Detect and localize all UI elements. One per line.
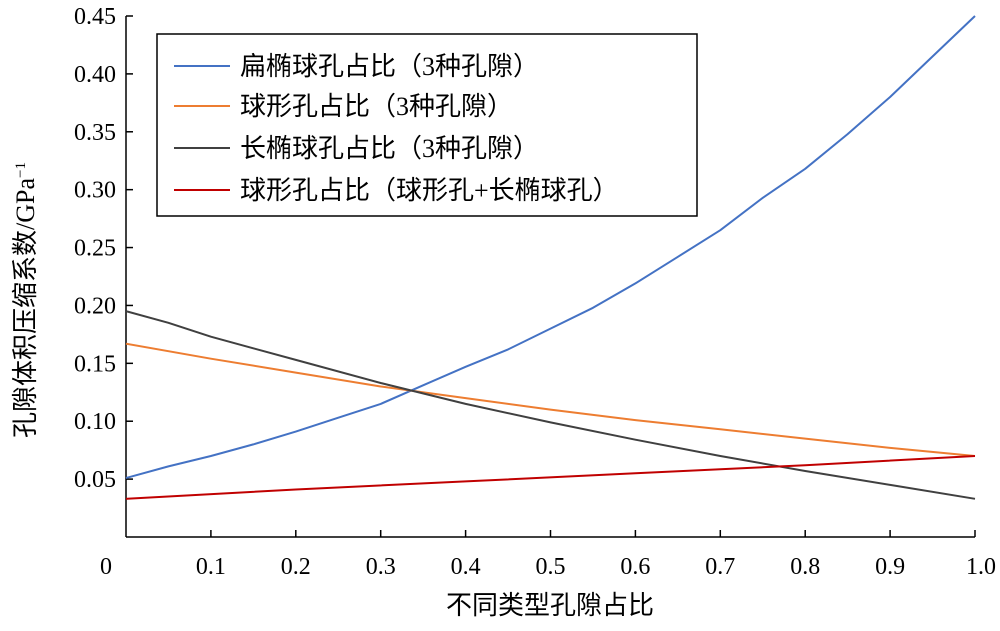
series-line [125, 310, 976, 500]
x-tick-label: 0 [100, 554, 112, 580]
x-tick-label: 0.3 [366, 554, 396, 580]
legend-label: 扁椭球孔占比（3种孔隙） [240, 52, 539, 81]
x-tick-label: 0.5 [536, 554, 566, 580]
y-tick-label: 0.35 [74, 120, 116, 146]
y-axis-title: 孔隙体积压缩系数/GPa−1 [11, 162, 40, 438]
x-tick-label: 0.1 [196, 554, 226, 580]
series-line [125, 15, 976, 479]
x-tick-label: 0.9 [875, 554, 905, 580]
y-tick-label: 0.25 [74, 236, 116, 262]
axes-layer: 0.05 0.10 0.15 0.20 0.25 0.30 0.35 0.40 0.45 0 0.1… [74, 4, 996, 580]
series-layer [125, 15, 976, 500]
x-tick-label: 0.2 [281, 554, 311, 580]
legend-label: 球形孔占比（3种孔隙） [240, 92, 513, 121]
series-line [125, 455, 976, 500]
y-axis-title-main: 孔隙体积压缩系数/GPa [11, 178, 40, 438]
y-axis-title-exponent: −1 [13, 162, 29, 178]
x-tick-label: 0.4 [451, 554, 481, 580]
x-tick-label: 0.6 [620, 554, 650, 580]
y-tick-label: 0.40 [74, 62, 116, 88]
x-tick-label: 0.7 [705, 554, 735, 580]
legend-box [156, 33, 698, 217]
x-tick-label: 1.0 [966, 554, 996, 580]
series-line [125, 342, 976, 457]
y-tick-label: 0.45 [74, 4, 116, 30]
legend-label: 球形孔占比（球形孔+长椭球孔） [240, 176, 619, 205]
x-tick-label: 0.8 [790, 554, 820, 580]
x-axis-title: 不同类型孔隙占比 [446, 591, 654, 620]
y-tick-label: 0.15 [74, 351, 116, 377]
y-tick-label: 0.20 [74, 293, 116, 319]
y-tick-label: 0.10 [74, 409, 116, 435]
legend-label: 长椭球孔占比（3种孔隙） [240, 134, 539, 163]
y-tick-label: 0.05 [74, 467, 116, 493]
y-tick-label: 0.30 [74, 178, 116, 204]
legend-layer: 扁椭球孔占比（3种孔隙） 球形孔占比（3种孔隙） 长椭球孔占比（3种孔隙） 球形孔占比… [156, 33, 698, 217]
